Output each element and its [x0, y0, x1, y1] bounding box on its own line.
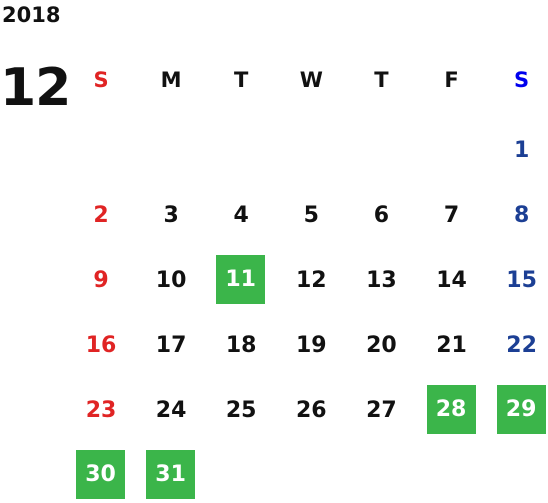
day-cell: 2 — [93, 202, 109, 228]
day-cell: 24 — [155, 397, 187, 423]
day-cell: 5 — [303, 202, 319, 228]
weekday-header: M — [160, 68, 182, 92]
day-cell: 10 — [155, 267, 187, 293]
day-cell-marked: 31 — [146, 450, 196, 499]
day-cell: 22 — [506, 332, 537, 358]
day-cell: 4 — [233, 202, 249, 228]
day-cell: 26 — [295, 397, 327, 423]
day-cell: 15 — [506, 267, 537, 293]
day-cell: 6 — [373, 202, 390, 228]
day-cell: 14 — [436, 267, 467, 293]
day-cell: 27 — [366, 397, 397, 423]
day-cell-marked: 29 — [496, 385, 546, 434]
year: 2018 — [2, 3, 61, 27]
day-cell: 13 — [366, 267, 397, 293]
day-cell: 19 — [295, 332, 327, 358]
day-cell: 21 — [436, 332, 467, 358]
day-cell-marked: 30 — [76, 450, 125, 499]
weekday-header: S — [93, 68, 109, 92]
day-cell: 1 — [513, 137, 530, 163]
day-cell: 16 — [85, 332, 117, 358]
day-cell-marked: 28 — [426, 385, 476, 434]
month: 12 — [0, 58, 71, 118]
day-cell-marked: 11 — [216, 255, 266, 304]
weekday-header: W — [299, 68, 323, 92]
day-cell: 23 — [85, 397, 117, 423]
day-cell: 3 — [163, 202, 179, 228]
day-cell: 8 — [513, 202, 530, 228]
weekday-header: F — [444, 68, 459, 92]
day-cell: 17 — [155, 332, 187, 358]
day-cell: 18 — [225, 332, 257, 358]
day-cell: 9 — [93, 267, 109, 293]
day-cell: 20 — [366, 332, 397, 358]
day-cell: 12 — [295, 267, 327, 293]
day-cell: 25 — [225, 397, 257, 423]
weekday-header: T — [374, 68, 389, 92]
weekday-header: S — [514, 68, 530, 92]
weekday-header: T — [234, 68, 249, 92]
day-cell: 7 — [443, 202, 460, 228]
